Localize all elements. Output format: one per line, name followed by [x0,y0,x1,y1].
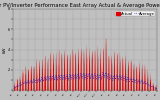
Y-axis label: kW: kW [3,46,7,53]
Title: Solar PV/Inverter Performance East Array Actual & Average Power Output: Solar PV/Inverter Performance East Array… [0,3,160,8]
Legend: Actual, Average: Actual, Average [115,11,155,16]
